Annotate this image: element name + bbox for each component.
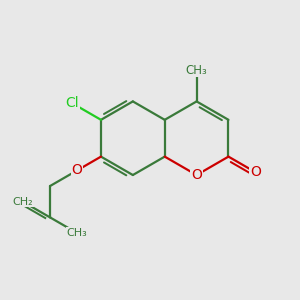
Text: O: O: [191, 168, 202, 182]
Text: CH₃: CH₃: [186, 64, 208, 76]
Text: CH₃: CH₃: [67, 228, 87, 238]
Text: CH₂: CH₂: [13, 197, 33, 207]
Text: Cl: Cl: [65, 96, 79, 110]
Text: O: O: [72, 164, 83, 177]
Text: O: O: [250, 165, 261, 179]
